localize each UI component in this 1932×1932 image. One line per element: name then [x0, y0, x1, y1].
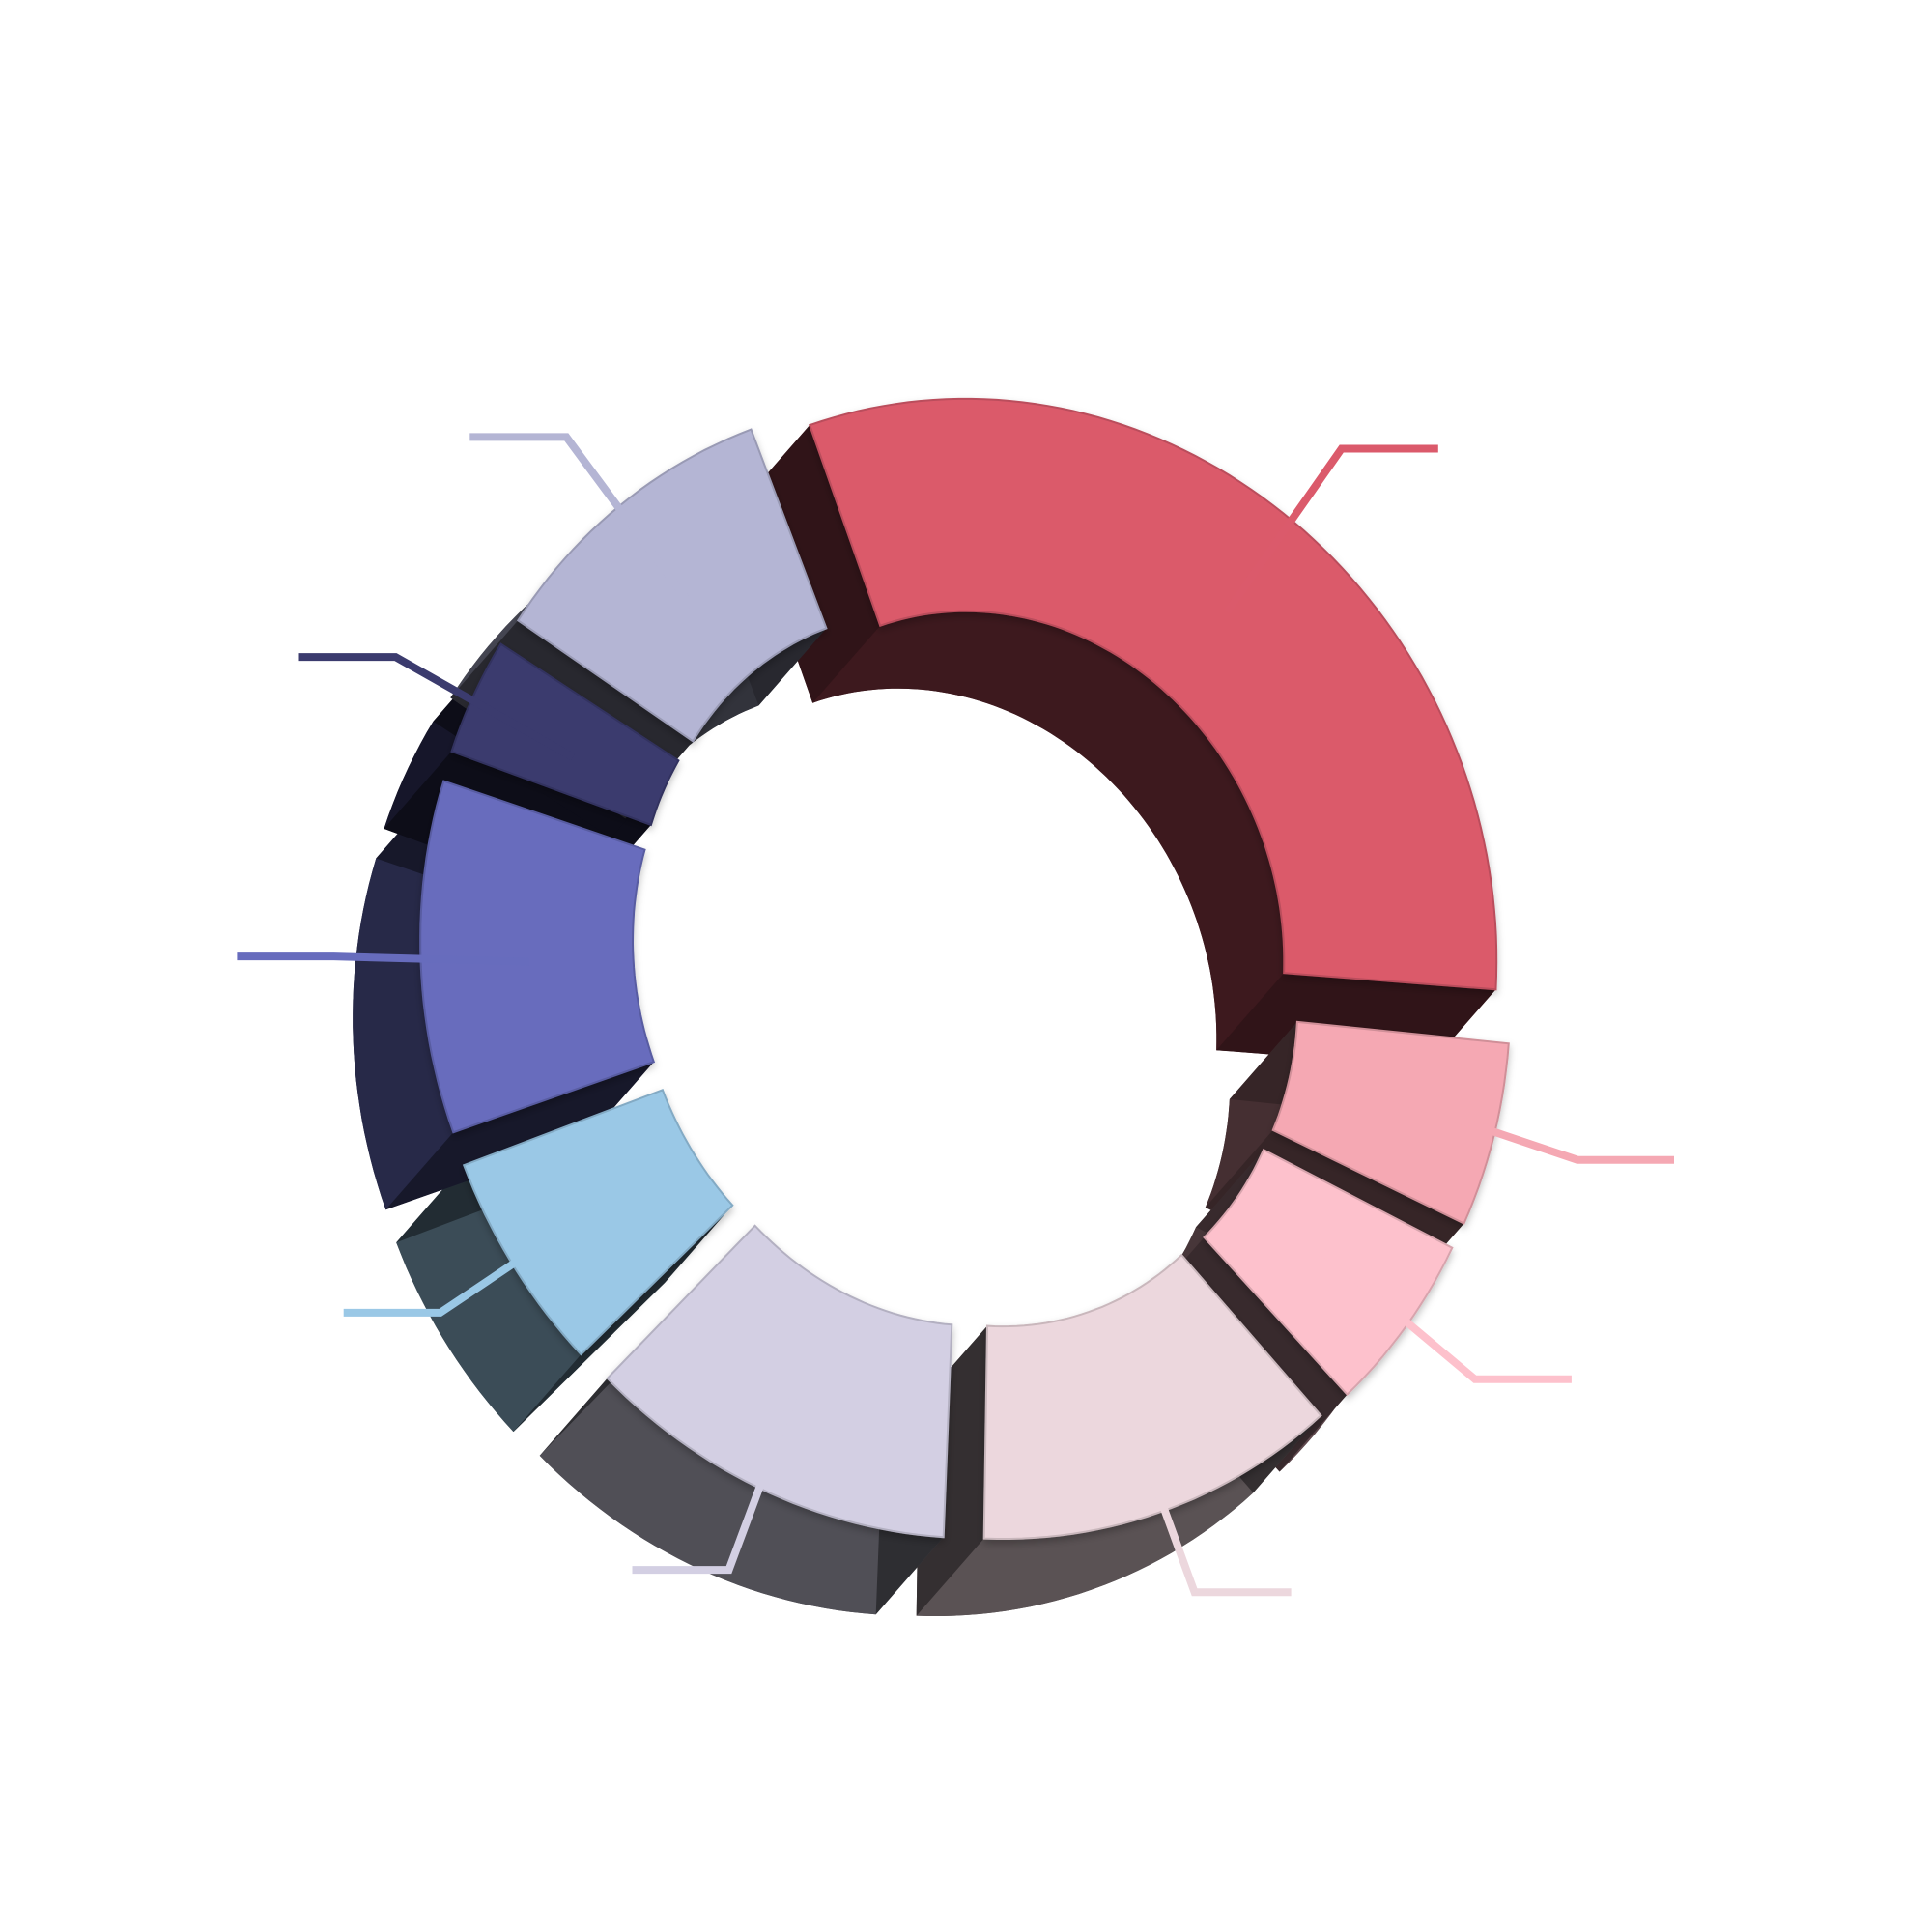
slice-6-outer-wall: [396, 1165, 582, 1433]
leader-line-7: [237, 952, 529, 966]
leader-line-3: [1314, 1243, 1572, 1383]
slice-3[interactable]: [1203, 1148, 1454, 1396]
leader-line-1: [1224, 444, 1438, 614]
slice-4-outer-wall: [916, 1415, 1321, 1616]
leader-line-2: [1386, 1092, 1674, 1164]
leader-line-8: [298, 653, 576, 761]
slice-6-start-cap: [513, 1205, 733, 1433]
slice-4[interactable]: [982, 1253, 1322, 1540]
slice-5-outer-wall: [539, 1378, 944, 1615]
slice-5[interactable]: [606, 1224, 953, 1539]
slice-2[interactable]: [1271, 1020, 1510, 1225]
slice-1-inner-wall: [812, 611, 1285, 1051]
slice-8[interactable]: [450, 642, 680, 827]
leader-line-6: [343, 1201, 604, 1317]
slice-7[interactable]: [419, 780, 656, 1134]
leader-lines: [237, 433, 1674, 1597]
slice-1[interactable]: [808, 397, 1498, 991]
slice-6[interactable]: [462, 1089, 734, 1356]
leader-line-4: [1118, 1391, 1292, 1597]
leader-line-9: [469, 433, 696, 610]
leader-line-5: [632, 1378, 804, 1575]
slice-7-start-cap: [385, 1062, 654, 1210]
slice-7-outer-wall: [353, 781, 454, 1210]
